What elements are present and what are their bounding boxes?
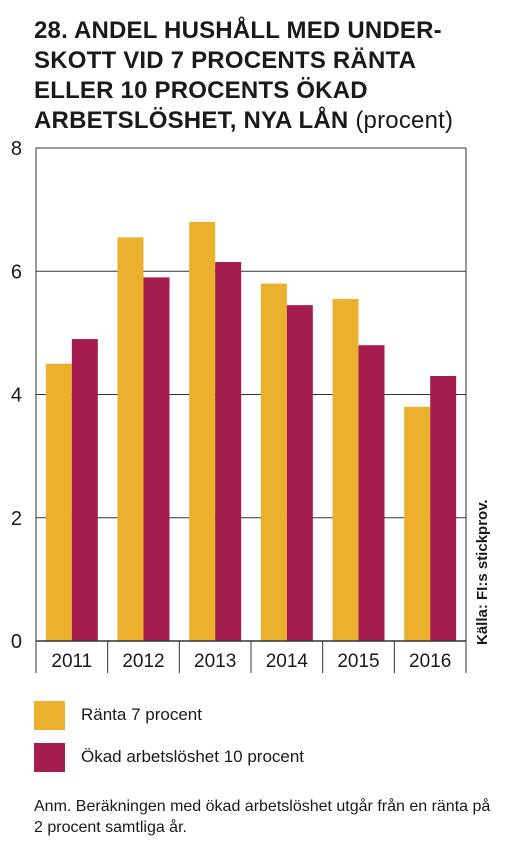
y-tick-label: 2 bbox=[11, 508, 22, 530]
bar-series2-2013 bbox=[215, 262, 242, 641]
bar-series1-2015 bbox=[332, 298, 359, 641]
x-tick-label: 2011 bbox=[51, 651, 92, 672]
legend-item-series1: Ränta 7 procent bbox=[34, 700, 304, 730]
legend: Ränta 7 procent Ökad arbetslöshet 10 pro… bbox=[34, 700, 304, 784]
x-tick-label: 2012 bbox=[122, 651, 164, 672]
y-tick-label: 0 bbox=[11, 631, 22, 653]
legend-swatch-series1 bbox=[34, 700, 65, 730]
bar-series1-2012 bbox=[117, 237, 144, 641]
title-line-4-text: ARBETSLÖSHET, NYA LÅN bbox=[34, 107, 349, 134]
bar-series2-2014 bbox=[286, 305, 313, 641]
x-tick-label: 2013 bbox=[194, 651, 236, 672]
source-note: Källa: FI:s stickprov. bbox=[474, 499, 491, 645]
bar-chart: 0 2 4 6 8 2011 2012 2013 2014 2015 2016 bbox=[11, 138, 467, 673]
legend-swatch-series2 bbox=[34, 742, 65, 772]
title-line-2: SKOTT VID 7 PROCENTS RÄNTA bbox=[34, 47, 417, 74]
x-tick-label: 2016 bbox=[409, 651, 451, 672]
bar-series2-2016 bbox=[430, 376, 457, 641]
axis-layer: 0 2 4 6 8 2011 2012 2013 2014 2015 2016 bbox=[11, 138, 467, 673]
bar-series2-2015 bbox=[358, 345, 385, 641]
bar-series1-2011 bbox=[45, 363, 72, 641]
legend-item-series2: Ökad arbetslöshet 10 procent bbox=[34, 742, 304, 772]
legend-label-series1: Ränta 7 procent bbox=[81, 705, 202, 724]
y-tick-label: 6 bbox=[11, 261, 22, 283]
y-tick-label: 8 bbox=[11, 138, 22, 160]
bar-series2-2012 bbox=[143, 277, 170, 641]
x-tick-label: 2014 bbox=[266, 651, 309, 672]
footnote: Anm. Beräkningen med ökad arbetslöshet u… bbox=[34, 798, 491, 836]
title-line-1: 28. ANDEL HUSHÅLL MED UNDER- bbox=[34, 17, 442, 44]
title-line-4: ARBETSLÖSHET, NYA LÅN (procent) bbox=[34, 106, 474, 136]
legend-label-series2: Ökad arbetslöshet 10 procent bbox=[81, 747, 305, 766]
bar-series1-2016 bbox=[404, 406, 431, 641]
bar-series1-2014 bbox=[260, 283, 287, 641]
x-tick-label: 2015 bbox=[337, 651, 379, 672]
bar-series1-2013 bbox=[189, 221, 216, 641]
bar-series2-2011 bbox=[71, 339, 98, 641]
y-tick-label: 4 bbox=[11, 385, 22, 407]
title-unit: (procent) bbox=[355, 107, 454, 134]
title-line-3: ELLER 10 PROCENTS ÖKAD bbox=[34, 77, 368, 104]
chart-title: 28. ANDEL HUSHÅLL MED UNDER- SKOTT VID 7… bbox=[34, 16, 474, 136]
bars-layer bbox=[45, 221, 457, 641]
grid-layer bbox=[36, 147, 466, 642]
